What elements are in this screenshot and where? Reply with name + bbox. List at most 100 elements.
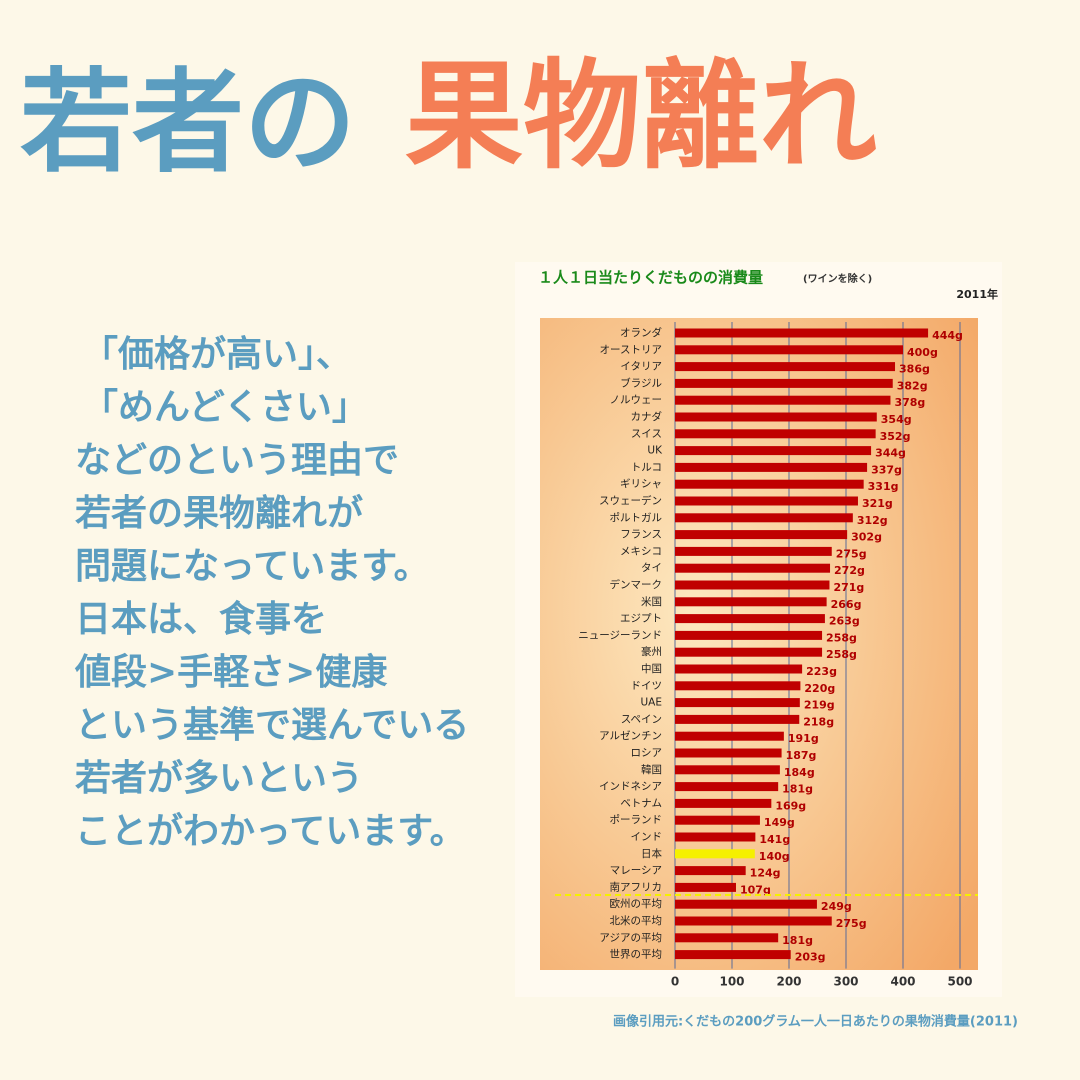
y-tick-label: 南アフリカ: [610, 880, 663, 893]
value-label: 386g: [899, 363, 930, 376]
y-tick-label: オーストリア: [600, 344, 662, 356]
bar: [675, 563, 831, 573]
bar: [675, 479, 864, 489]
bar: [675, 933, 779, 943]
body-line: などのという理由で: [75, 440, 399, 481]
value-label: 272g: [834, 564, 865, 577]
bar: [675, 815, 760, 825]
bar: [675, 328, 929, 338]
x-tick-label: 0: [671, 975, 679, 989]
y-tick-label: UK: [647, 445, 663, 457]
y-tick-label: ベトナム: [620, 797, 662, 809]
value-label: 169g: [775, 799, 806, 812]
bar: [675, 765, 780, 775]
value-label: 258g: [826, 631, 857, 644]
bar: [675, 647, 823, 657]
value-label: 181g: [782, 934, 813, 947]
bar: [675, 882, 736, 892]
chart-title: １人１日当たりくだものの消費量: [538, 269, 763, 287]
bar: [675, 614, 825, 624]
bar: [675, 731, 784, 741]
x-tick-label: 200: [776, 975, 801, 989]
bar: [675, 849, 755, 859]
y-tick-label: インドネシア: [599, 781, 662, 793]
chart: 0 100 200 300 400 500 オランダ 444g オーストリア 400g イタリア 38…: [578, 322, 973, 989]
value-label: 266g: [831, 598, 862, 611]
value-label: 223g: [806, 665, 837, 678]
value-label: 352g: [880, 430, 911, 443]
y-tick-label: トルコ: [631, 461, 662, 473]
source-caption: 画像引用元:くだもの200グラム一人一日あたりの果物消費量(2011): [613, 1014, 1018, 1030]
body-line: 「価格が高い」、: [82, 334, 352, 375]
chart-subtitle: (ワインを除く): [803, 272, 872, 285]
x-tick-label: 100: [719, 975, 744, 989]
y-tick-label: 欧州の平均: [610, 898, 663, 910]
bar: [675, 395, 891, 405]
body-line: 日本は、食事を: [75, 599, 327, 640]
y-tick-label: フランス: [620, 529, 662, 541]
value-label: 249g: [821, 900, 852, 913]
value-label: 124g: [750, 867, 781, 880]
bar: [675, 698, 800, 708]
value-label: 263g: [829, 615, 860, 628]
y-tick-label: スイス: [631, 428, 662, 440]
body-line: 若者の果物離れが: [75, 493, 363, 534]
bar: [675, 412, 877, 422]
bar: [675, 630, 823, 640]
bar: [675, 664, 803, 674]
bar: [675, 362, 896, 372]
value-label: 444g: [932, 329, 963, 342]
y-tick-label: スペイン: [621, 713, 662, 725]
value-label: 275g: [836, 547, 867, 560]
y-tick-label: 米国: [641, 595, 662, 608]
chart-annotation: 2011年: [956, 287, 998, 301]
y-tick-label: 世界の平均: [610, 949, 663, 961]
bar: [675, 782, 779, 792]
bar: [675, 496, 858, 506]
bar: [675, 546, 832, 556]
bar: [675, 597, 827, 607]
value-label: 271g: [833, 581, 864, 594]
y-tick-label: 北米の平均: [610, 914, 663, 927]
value-label: 219g: [804, 699, 835, 712]
bar: [675, 462, 868, 472]
y-tick-label: 日本: [641, 847, 662, 860]
value-label: 312g: [857, 514, 888, 527]
y-tick-label: ギリシャ: [620, 478, 662, 490]
y-tick-label: エジプト: [620, 613, 662, 625]
value-label: 203g: [795, 951, 826, 964]
y-tick-label: デンマーク: [610, 578, 663, 591]
y-tick-label: UAE: [640, 697, 662, 709]
bar: [675, 345, 903, 355]
y-tick-label: タイ: [641, 562, 662, 574]
value-label: 378g: [894, 396, 925, 409]
value-label: 141g: [759, 833, 790, 846]
plot-background: [540, 318, 978, 970]
value-label: 187g: [786, 749, 817, 762]
y-tick-label: カナダ: [631, 410, 663, 423]
bar: [675, 429, 876, 439]
value-label: 258g: [826, 648, 857, 661]
value-label: 184g: [784, 766, 815, 779]
bar: [675, 916, 832, 926]
bar: [675, 446, 872, 456]
body-line: 値段>手軽さ>健康: [74, 651, 387, 693]
value-label: 149g: [764, 816, 795, 829]
bar: [675, 798, 772, 808]
value-label: 331g: [868, 480, 899, 493]
x-tick-label: 300: [833, 975, 858, 989]
bar: [675, 530, 848, 540]
title-part: 若者の: [20, 58, 356, 188]
value-label: 220g: [804, 682, 835, 695]
value-label: 382g: [897, 379, 928, 392]
y-tick-label: ドイツ: [631, 680, 663, 692]
y-tick-label: オランダ: [620, 326, 662, 339]
value-label: 275g: [836, 917, 867, 930]
value-label: 321g: [862, 497, 893, 510]
y-tick-label: インド: [631, 831, 663, 843]
y-tick-label: アルゼンチン: [599, 730, 662, 742]
bar: [675, 832, 756, 842]
y-tick-label: 豪州: [641, 645, 662, 658]
